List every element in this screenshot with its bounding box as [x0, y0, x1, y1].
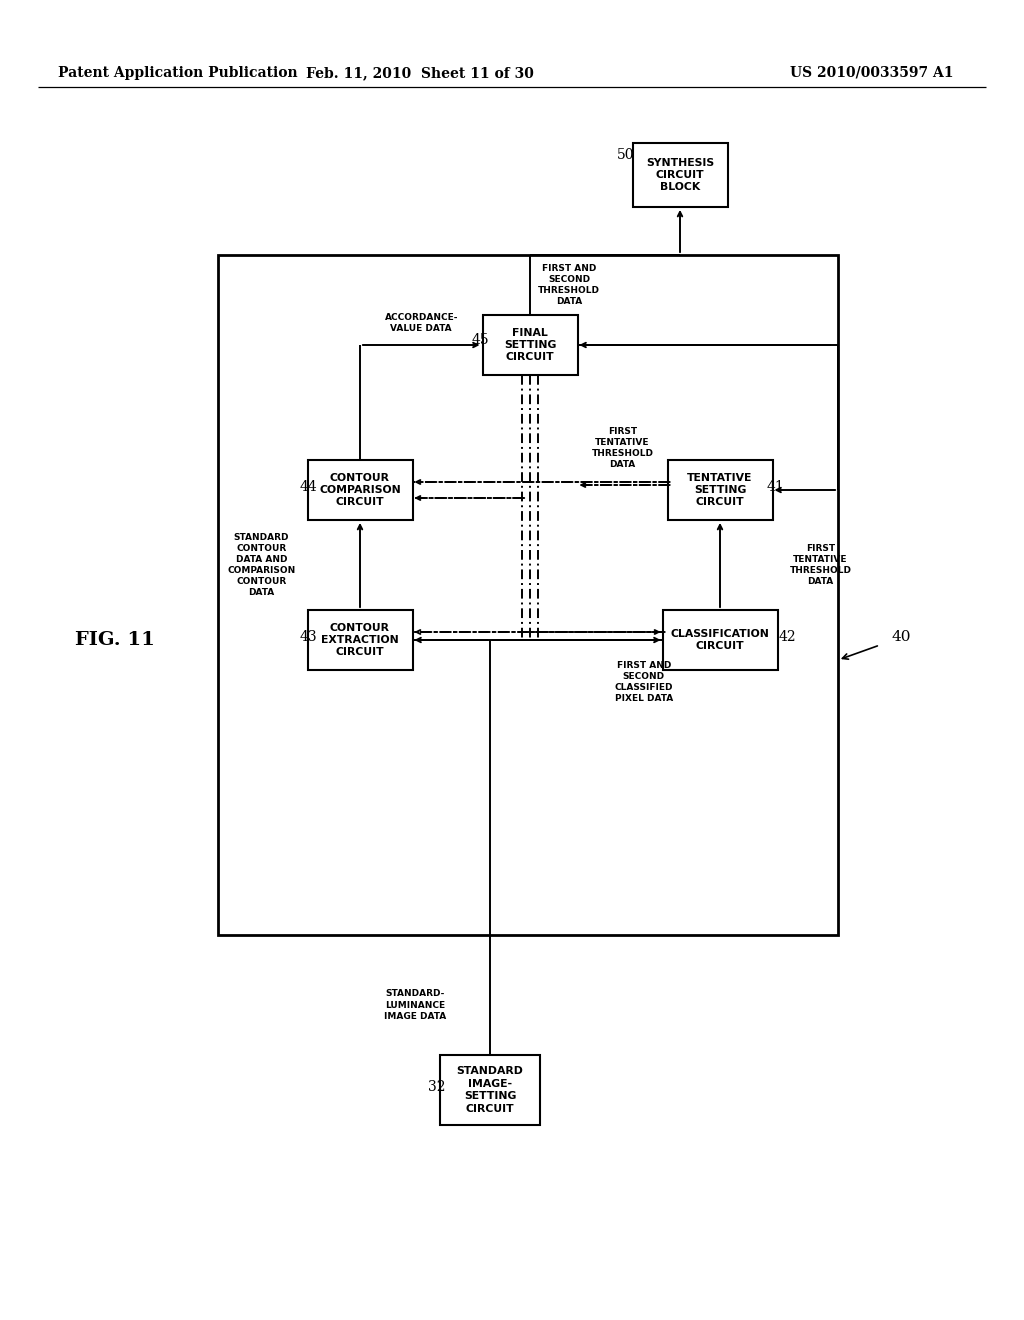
Text: 32: 32	[428, 1080, 445, 1094]
Text: SYNTHESIS
CIRCUIT
BLOCK: SYNTHESIS CIRCUIT BLOCK	[646, 157, 714, 193]
Bar	[482, 315, 578, 375]
Bar	[307, 459, 413, 520]
FancyArrowPatch shape	[417, 630, 665, 634]
FancyArrowPatch shape	[536, 630, 658, 634]
Text: TENTATIVE
SETTING
CIRCUIT: TENTATIVE SETTING CIRCUIT	[687, 473, 753, 507]
Bar	[668, 459, 772, 520]
Text: FIRST AND
SECOND
THRESHOLD
DATA: FIRST AND SECOND THRESHOLD DATA	[538, 264, 600, 306]
Bar	[218, 255, 838, 935]
Text: 40: 40	[892, 630, 911, 644]
FancyArrowPatch shape	[357, 525, 362, 607]
Text: CONTOUR
COMPARISON
CIRCUIT: CONTOUR COMPARISON CIRCUIT	[319, 473, 400, 507]
FancyArrowPatch shape	[493, 638, 658, 643]
Text: 45: 45	[471, 333, 488, 347]
Text: CLASSIFICATION
CIRCUIT: CLASSIFICATION CIRCUIT	[671, 628, 769, 651]
Text: STANDARD-
LUMINANCE
IMAGE DATA: STANDARD- LUMINANCE IMAGE DATA	[384, 990, 446, 1020]
Text: FINAL
SETTING
CIRCUIT: FINAL SETTING CIRCUIT	[504, 327, 556, 363]
Text: CONTOUR
EXTRACTION
CIRCUIT: CONTOUR EXTRACTION CIRCUIT	[322, 623, 399, 657]
Bar	[440, 1055, 540, 1125]
Text: STANDARD
CONTOUR
DATA AND
COMPARISON
CONTOUR
DATA: STANDARD CONTOUR DATA AND COMPARISON CON…	[227, 533, 296, 597]
FancyArrowPatch shape	[718, 525, 722, 607]
Text: ACCORDANCE-
VALUE DATA: ACCORDANCE- VALUE DATA	[384, 313, 458, 333]
FancyArrowPatch shape	[678, 213, 682, 252]
Text: STANDARD
IMAGE-
SETTING
CIRCUIT: STANDARD IMAGE- SETTING CIRCUIT	[457, 1067, 523, 1114]
Text: 44: 44	[299, 480, 316, 494]
Text: FIRST
TENTATIVE
THRESHOLD
DATA: FIRST TENTATIVE THRESHOLD DATA	[592, 426, 653, 469]
FancyArrowPatch shape	[417, 638, 487, 643]
Text: 43: 43	[299, 630, 316, 644]
FancyArrowPatch shape	[362, 343, 477, 347]
Text: FIRST AND
SECOND
CLASSIFIED
PIXEL DATA: FIRST AND SECOND CLASSIFIED PIXEL DATA	[614, 661, 673, 704]
Bar	[633, 143, 727, 207]
Text: 42: 42	[778, 630, 796, 644]
Text: FIRST
TENTATIVE
THRESHOLD
DATA: FIRST TENTATIVE THRESHOLD DATA	[790, 544, 852, 586]
Text: 50: 50	[617, 148, 635, 162]
FancyArrowPatch shape	[417, 480, 670, 484]
Bar	[663, 610, 777, 671]
FancyArrowPatch shape	[776, 488, 836, 492]
Text: 41: 41	[766, 480, 784, 494]
Text: US 2010/0033597 A1: US 2010/0033597 A1	[790, 66, 953, 81]
FancyArrowPatch shape	[582, 343, 830, 347]
Bar	[307, 610, 413, 671]
Text: Feb. 11, 2010  Sheet 11 of 30: Feb. 11, 2010 Sheet 11 of 30	[306, 66, 534, 81]
FancyArrowPatch shape	[582, 483, 670, 487]
FancyArrowPatch shape	[417, 496, 524, 500]
Text: Patent Application Publication: Patent Application Publication	[58, 66, 298, 81]
Text: FIG. 11: FIG. 11	[75, 631, 155, 649]
